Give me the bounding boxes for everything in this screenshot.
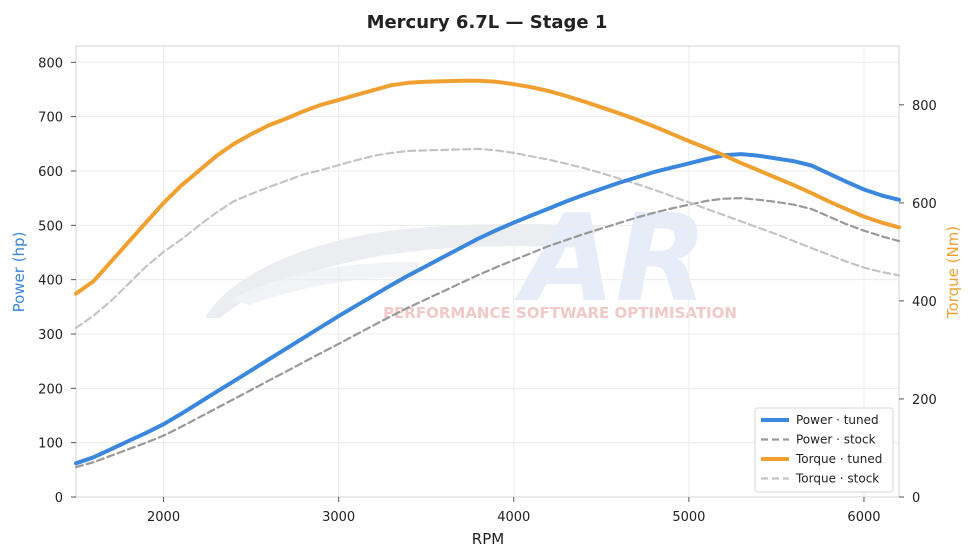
x-axis-title: RPM [472, 530, 504, 548]
y-tick-label: 700 [38, 111, 63, 126]
x-tick-label: 6000 [847, 510, 880, 525]
legend: Power · tuned Power · stock Torque · tuned… [754, 407, 894, 493]
legend-label: Power · tuned [796, 413, 879, 427]
y-axis-torque: 0 200 400 600 800 [899, 99, 937, 506]
watermark-tagline: PERFORMANCE SOFTWARE OPTIMISATION [383, 304, 737, 322]
legend-label: Torque · stock [795, 472, 879, 486]
legend-label: Torque · tuned [795, 452, 882, 466]
y-tick-label: 500 [38, 219, 63, 234]
chart-title: Mercury 6.7L — Stage 1 [367, 12, 608, 33]
series-line-power-tuned [74, 152, 901, 466]
plot-frame [75, 45, 900, 498]
y-tick-label: 0 [55, 491, 63, 506]
y-tick-label: 600 [38, 165, 63, 180]
y2-tick-label: 600 [912, 197, 937, 212]
y-axis-title-torque: Torque (Nm) [944, 226, 962, 319]
watermark-logo: AR PERFORMANCE SOFTWARE OPTIMISATION [205, 190, 737, 329]
x-tick-label: 2000 [147, 510, 180, 525]
y-tick-label: 300 [38, 328, 63, 343]
y2-tick-label: 200 [912, 393, 937, 408]
x-tick-label: 4000 [497, 510, 530, 525]
y-tick-label: 200 [38, 382, 63, 397]
y2-tick-label: 400 [912, 295, 937, 310]
x-axis: 2000 3000 4000 5000 6000 [147, 497, 881, 525]
x-tick-label: 5000 [672, 510, 705, 525]
y-tick-label: 400 [38, 274, 63, 289]
y-tick-label: 800 [38, 56, 63, 71]
y-tick-label: 100 [38, 437, 63, 452]
y-axis-title-power: Power (hp) [10, 232, 28, 313]
series-line-torque-tuned [74, 78, 901, 296]
series-line-power-stock [74, 197, 901, 469]
watermark-car-hood [230, 262, 420, 305]
series-layer [74, 78, 901, 469]
y2-tick-label: 0 [912, 491, 920, 506]
x-tick-label: 3000 [322, 510, 355, 525]
legend-box [754, 407, 894, 493]
legend-label: Power · stock [796, 433, 876, 447]
y-axis-power: 0 100 200 300 400 500 600 700 800 [38, 56, 76, 506]
series-line-torque-stock [74, 147, 901, 329]
watermark-car-silhouette [205, 224, 600, 318]
watermark-letters: AR [514, 190, 707, 329]
y2-tick-label: 800 [912, 99, 937, 114]
plot-border [75, 45, 900, 498]
